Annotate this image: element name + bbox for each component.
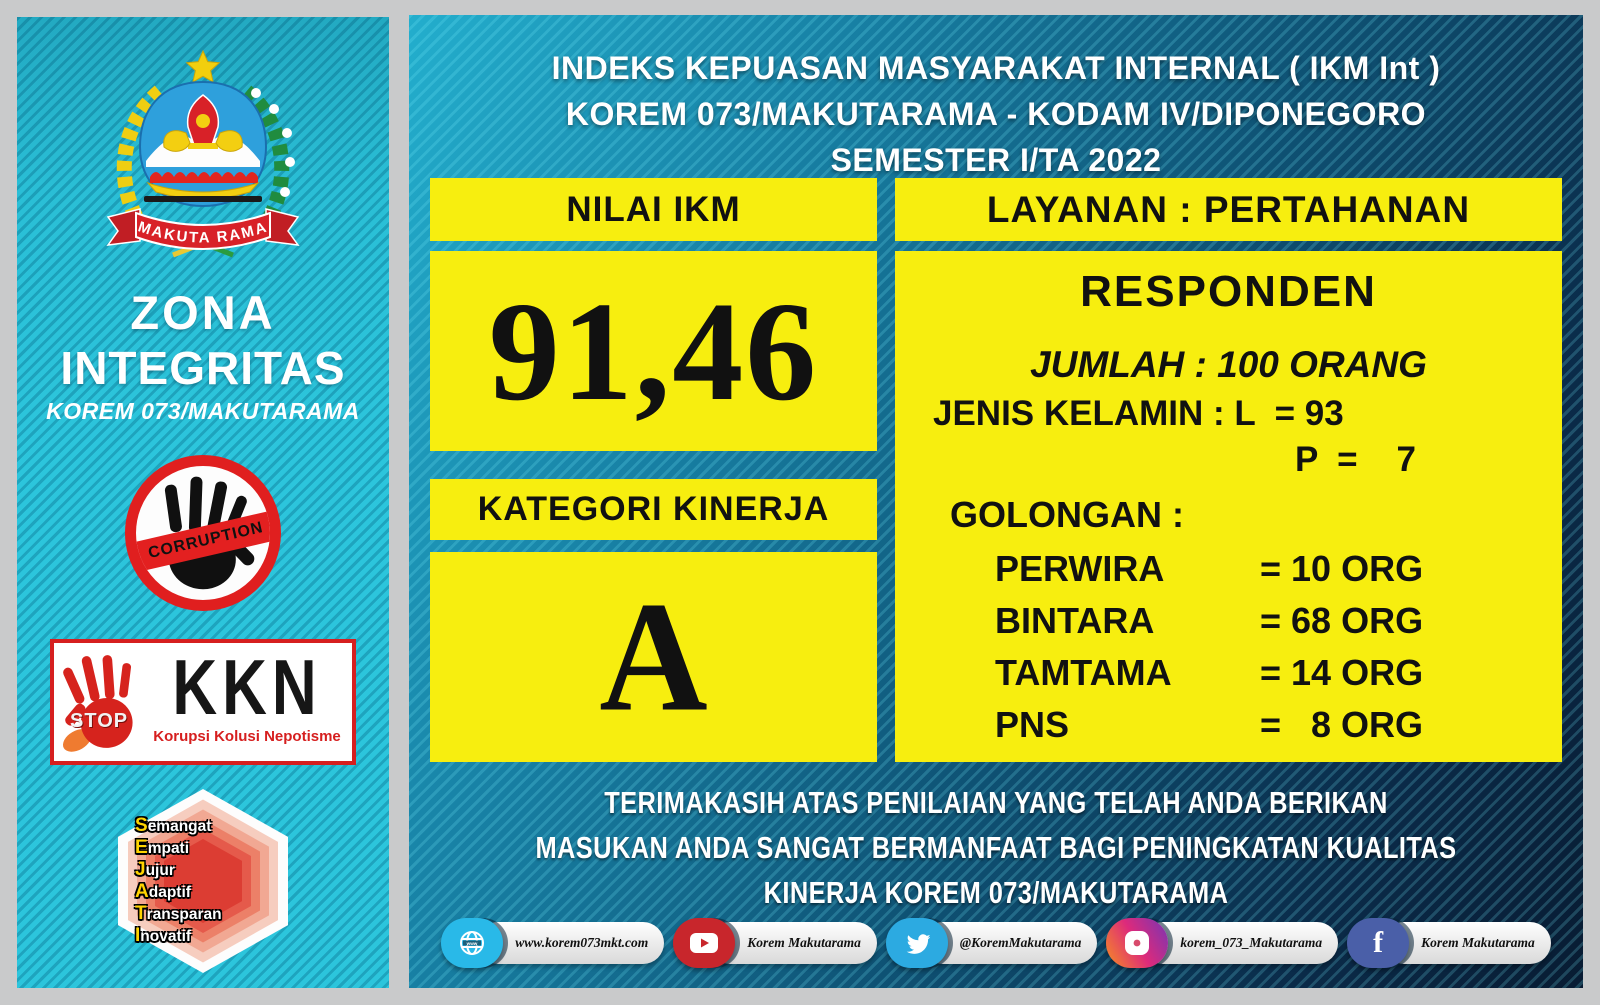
- facebook-link[interactable]: f Korem Makutarama: [1347, 918, 1551, 968]
- responden-box: RESPONDEN JUMLAH : 100 ORANG JENIS KELAM…: [895, 251, 1562, 762]
- performance-grade-box: A: [430, 552, 877, 762]
- sejati-item: Inovatif: [135, 925, 192, 946]
- title-line-1: INDEKS KEPUASAN MASYARAKAT INTERNAL ( IK…: [551, 50, 1441, 86]
- thanks-line-1: TERIMAKASIH ATAS PENILAIAN YANG TELAH AN…: [604, 785, 1388, 820]
- ikm-score-value: 91,46: [488, 272, 819, 430]
- golongan-row: BINTARA = 68 ORG: [895, 595, 1562, 647]
- performance-grade-value: A: [599, 569, 708, 745]
- twitter-link[interactable]: @KoremMakutarama: [885, 918, 1098, 968]
- sejati-item: Semangat: [135, 815, 212, 836]
- stop-label: STOP: [70, 710, 129, 732]
- ikm-score-box: 91,46: [430, 251, 877, 451]
- title-line-3: SEMESTER I/TA 2022: [830, 142, 1162, 178]
- layanan-label: LAYANAN : PERTAHANAN: [986, 188, 1471, 230]
- stop-hand-icon: STOP: [56, 646, 152, 758]
- website-link[interactable]: www www.korem073mkt.com: [441, 918, 665, 968]
- emblem-graphic: MAKUTA RAMA: [106, 49, 300, 258]
- instagram-icon: [1106, 918, 1169, 968]
- instagram-link[interactable]: korem_073_Makutarama: [1106, 918, 1339, 968]
- twitter-icon: [885, 918, 948, 968]
- facebook-handle: Korem Makutarama: [1383, 922, 1551, 964]
- layanan-header: LAYANAN : PERTAHANAN: [895, 178, 1562, 241]
- thanks-line-3: KINERJA KOREM 073/MAKUTARAMA: [763, 875, 1229, 910]
- nilai-ikm-label: NILAI IKM: [566, 189, 741, 229]
- thanks-line-2: MASUKAN ANDA SANGAT BERMANFAAT BAGI PENI…: [535, 830, 1457, 865]
- golongan-name: PNS: [995, 704, 1070, 745]
- sejati-hexagon: Semangat Empati Jujur Adaptif Transparan…: [118, 789, 288, 973]
- golongan-row: TAMTAMA = 14 ORG: [895, 647, 1562, 699]
- nilai-ikm-header: NILAI IKM: [430, 178, 877, 241]
- title-line-2: KOREM 073/MAKUTARAMA - KODAM IV/DIPONEGO…: [565, 96, 1427, 132]
- globe-icon: www: [441, 918, 504, 968]
- sejati-item: Transparan: [135, 903, 222, 924]
- main-infographic-panel: INDEKS KEPUASAN MASYARAKAT INTERNAL ( IK…: [409, 15, 1583, 988]
- left-banner-panel: MAKUTA RAMA ZONA INTEGRITAS KOREM 073/MA…: [17, 17, 389, 988]
- kategori-kinerja-header: KATEGORI KINERJA: [430, 479, 877, 540]
- golongan-label: GOLONGAN :: [950, 494, 1184, 535]
- kategori-kinerja-label: KATEGORI KINERJA: [477, 490, 830, 528]
- kkn-title: KKN: [172, 644, 322, 731]
- jumlah-line: JUMLAH : 100 ORANG: [1030, 344, 1427, 385]
- youtube-handle: Korem Makutarama: [709, 922, 877, 964]
- stop-kkn-logo: STOP KKN Korupsi Kolusi Nepotisme: [50, 639, 356, 765]
- sejati-values-list: Semangat Empati Jujur Adaptif Transparan…: [135, 815, 271, 947]
- golongan-name: BINTARA: [995, 600, 1155, 641]
- twitter-handle: @KoremMakutarama: [921, 922, 1098, 964]
- golongan-value: = 14 ORG: [1260, 652, 1424, 693]
- golongan-name: TAMTAMA: [995, 652, 1172, 693]
- kkn-subtitle: Korupsi Kolusi Nepotisme: [153, 727, 341, 745]
- responden-title: RESPONDEN: [1080, 267, 1377, 316]
- golongan-value: = 68 ORG: [1260, 600, 1424, 641]
- zona-subtitle: KOREM 073/MAKUTARAMA: [46, 398, 360, 424]
- star-icon: [185, 49, 221, 83]
- website-url: www.korem073mkt.com: [477, 922, 665, 964]
- instagram-handle: korem_073_Makutarama: [1142, 922, 1339, 964]
- svg-text:www: www: [466, 941, 478, 946]
- thank-you-message: TERIMAKASIH ATAS PENILAIAN YANG TELAH AN…: [409, 780, 1583, 915]
- anti-corruption-badge: CORRUPTION: [125, 455, 281, 611]
- gender-line-1: JENIS KELAMIN : L = 93: [933, 394, 1344, 433]
- golongan-name: PERWIRA: [995, 548, 1165, 589]
- youtube-icon: [673, 918, 736, 968]
- page-title: INDEKS KEPUASAN MASYARAKAT INTERNAL ( IK…: [409, 45, 1583, 183]
- facebook-icon: f: [1347, 918, 1410, 968]
- zona-title: ZONA: [130, 286, 276, 339]
- gender-line-2: P = 7: [1295, 440, 1416, 479]
- golongan-row: PNS = 8 ORG: [895, 699, 1562, 751]
- sejati-item: Jujur: [135, 859, 175, 880]
- golongan-value: = 8 ORG: [1260, 704, 1424, 745]
- social-links-bar: www www.korem073mkt.com Korem Makutarama…: [409, 918, 1583, 968]
- golongan-value: = 10 ORG: [1260, 548, 1424, 589]
- youtube-link[interactable]: Korem Makutarama: [673, 918, 877, 968]
- integritas-title: INTEGRITAS: [60, 342, 346, 394]
- sejati-item: Adaptif: [135, 881, 191, 902]
- golongan-row: PERWIRA = 10 ORG: [895, 543, 1562, 595]
- korem-makutarama-emblem: MAKUTA RAMA: [78, 49, 328, 266]
- sejati-item: Empati: [135, 837, 190, 858]
